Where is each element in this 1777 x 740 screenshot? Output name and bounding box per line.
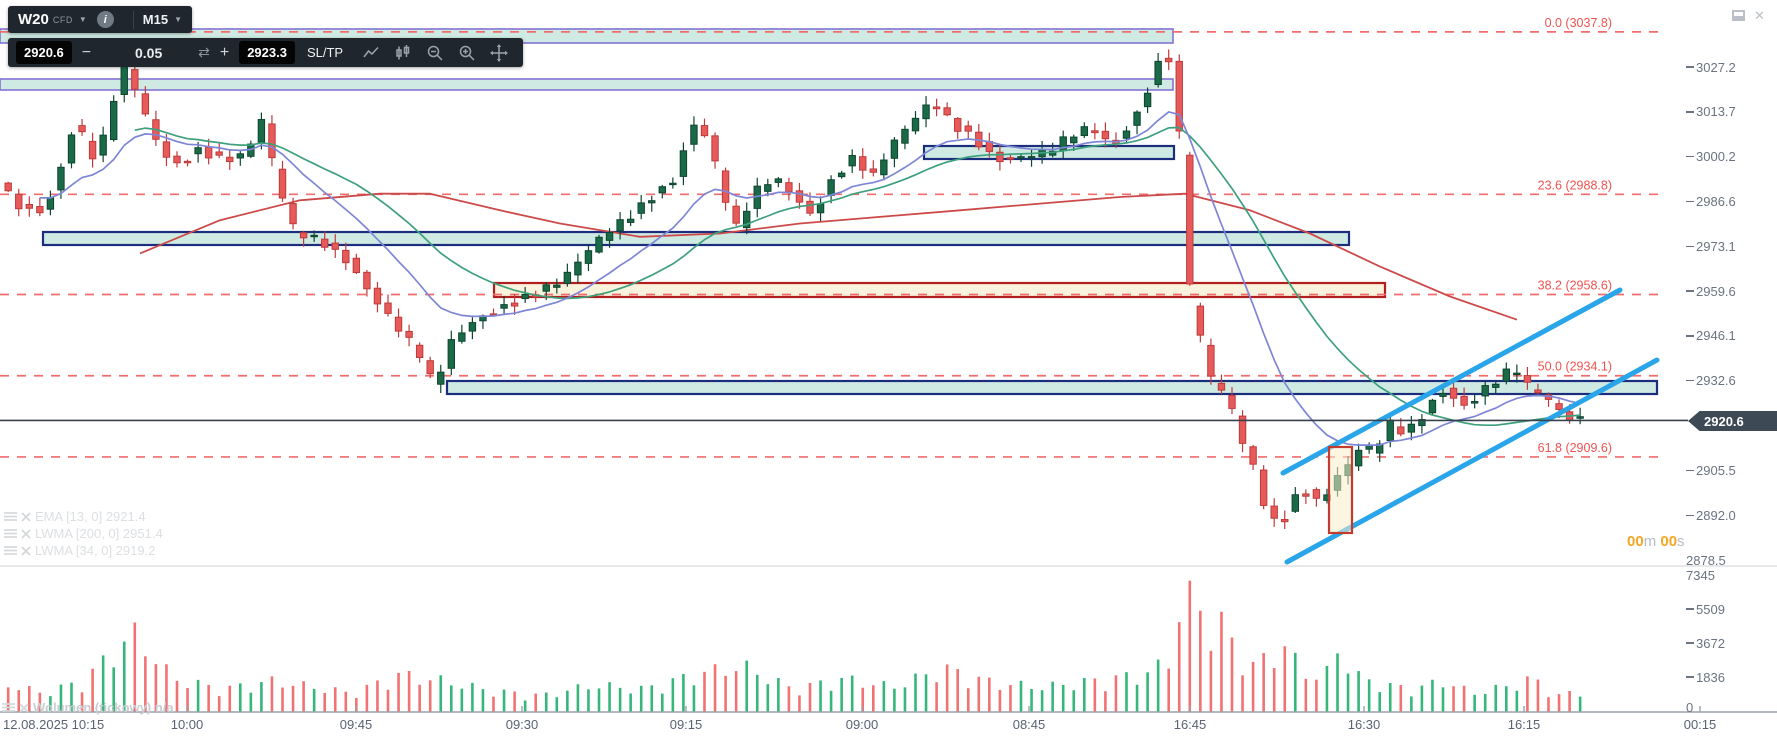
indicator-legend-row: LWMA [34, 0] 2919.2 xyxy=(4,543,155,558)
time-axis-label: 08:45 xyxy=(1012,717,1046,732)
timer-minutes: 00 xyxy=(1627,533,1644,550)
current-price-value: 2920.6 xyxy=(1704,413,1744,429)
volume-increase-button[interactable]: + xyxy=(219,43,230,61)
timeframe-dropdown-caret-icon[interactable]: ▼ xyxy=(174,15,182,24)
line-chart-icon[interactable] xyxy=(355,44,387,62)
price-axis-label: 2946.1 xyxy=(1686,329,1736,342)
price-axis-label: 2959.6 xyxy=(1686,285,1736,298)
minimize-icon[interactable] xyxy=(1732,10,1745,21)
price-axis-label: 2986.6 xyxy=(1686,195,1736,208)
symbol-toolbar: W20 CFD ▼ i M15 ▼ xyxy=(8,6,192,33)
svg-text:61.8 (2909.6): 61.8 (2909.6) xyxy=(1538,441,1612,455)
time-axis-label: 12.08.2025 10:15 xyxy=(3,717,105,732)
candlestick-icon[interactable] xyxy=(387,44,419,62)
time-axis-label: 09:15 xyxy=(669,717,703,732)
remove-indicator-icon[interactable] xyxy=(21,528,31,539)
time-axis-label: 09:30 xyxy=(505,717,539,732)
instrument-type-label: CFD xyxy=(52,14,73,25)
time-axis-label: 16:30 xyxy=(1347,717,1381,732)
volume-axis-label: 7345 xyxy=(1686,567,1715,583)
pan-icon[interactable] xyxy=(483,43,515,62)
close-icon[interactable]: ✕ xyxy=(1754,8,1765,23)
price-axis-label: 2905.5 xyxy=(1686,464,1736,477)
volume-input[interactable]: 0.05 xyxy=(134,44,163,61)
price-axis-label: 3027.2 xyxy=(1686,61,1736,74)
svg-text:0.0 (3037.8): 0.0 (3037.8) xyxy=(1545,16,1612,30)
timeframe-value[interactable]: M15 xyxy=(142,12,169,27)
remove-indicator-icon[interactable] xyxy=(19,702,29,713)
price-axis-label: 2878.5 xyxy=(1686,552,1726,568)
window-controls: ✕ xyxy=(1732,9,1765,22)
volume-decrease-button[interactable]: − xyxy=(81,43,92,61)
svg-text:23.6 (2988.8): 23.6 (2988.8) xyxy=(1538,178,1612,192)
price-axis-label: 3013.7 xyxy=(1686,105,1736,118)
volume-axis-label: 5509 xyxy=(1686,603,1725,616)
indicator-legend-row: EMA [13, 0] 2921.4 xyxy=(4,509,146,524)
price-axis-label: 2932.6 xyxy=(1686,374,1736,387)
price-axis-label: 3000.2 xyxy=(1686,150,1736,163)
timer-seconds: 00 xyxy=(1660,533,1678,550)
volume-indicator-label: Wolumen (tickowy) n/a xyxy=(2,700,174,715)
volume-indicator-text: Wolumen (tickowy) n/a xyxy=(33,700,174,715)
price-axis-label: 2973.1 xyxy=(1686,240,1736,253)
buy-price-button[interactable]: 2923.3 xyxy=(239,41,295,64)
volume-axis-label: 3672 xyxy=(1686,637,1725,650)
indicator-legend-row: LWMA [200, 0] 2951.4 xyxy=(4,526,163,541)
zoom-out-icon[interactable] xyxy=(419,44,451,62)
settings-icon[interactable] xyxy=(4,528,17,539)
svg-text:38.2 (2958.6): 38.2 (2958.6) xyxy=(1538,278,1612,292)
symbol-dropdown-caret-icon[interactable]: ▼ xyxy=(78,15,87,24)
settings-icon[interactable] xyxy=(4,511,17,522)
symbol-name[interactable]: W20 xyxy=(18,11,49,28)
refresh-icon[interactable]: ⇄ xyxy=(198,44,210,60)
timer-seconds-unit: s xyxy=(1677,533,1685,550)
time-axis-label: 09:45 xyxy=(339,717,373,732)
time-axis-label: 16:15 xyxy=(1507,717,1541,732)
time-axis-label: 10:00 xyxy=(170,717,204,732)
info-icon[interactable]: i xyxy=(96,11,114,28)
time-axis-label: 16:45 xyxy=(1173,717,1207,732)
price-axis-label: 2892.0 xyxy=(1686,509,1736,522)
settings-icon[interactable] xyxy=(2,702,15,713)
indicator-name: EMA [13, 0] 2921.4 xyxy=(35,509,146,524)
remove-indicator-icon[interactable] xyxy=(21,511,31,522)
time-axis-label: 00:15 xyxy=(1683,717,1717,732)
volume-axis-label: 1836 xyxy=(1686,671,1725,684)
remove-indicator-icon[interactable] xyxy=(21,545,31,556)
indicator-name: LWMA [34, 0] 2919.2 xyxy=(35,543,156,558)
volume-axis-label: 0 xyxy=(1686,699,1694,715)
candle-countdown-timer: 00m 00s xyxy=(1627,533,1685,550)
svg-text:50.0 (2934.1): 50.0 (2934.1) xyxy=(1538,360,1612,374)
order-toolbar: 2920.6 − 0.05 ⇄ + 2923.3 SL/TP xyxy=(8,38,524,67)
chart-tool-icons xyxy=(355,43,515,62)
current-price-tag: 2920.6 xyxy=(1688,411,1777,431)
zoom-in-icon[interactable] xyxy=(451,44,483,62)
indicator-name: LWMA [200, 0] 2951.4 xyxy=(35,526,163,541)
toolbar-divider xyxy=(132,10,134,29)
timer-minutes-unit: m xyxy=(1643,533,1657,550)
sell-price-button[interactable]: 2920.6 xyxy=(16,41,72,64)
sltp-button[interactable]: SL/TP xyxy=(306,45,344,60)
settings-icon[interactable] xyxy=(4,545,17,556)
time-axis-label: 09:00 xyxy=(845,717,879,732)
